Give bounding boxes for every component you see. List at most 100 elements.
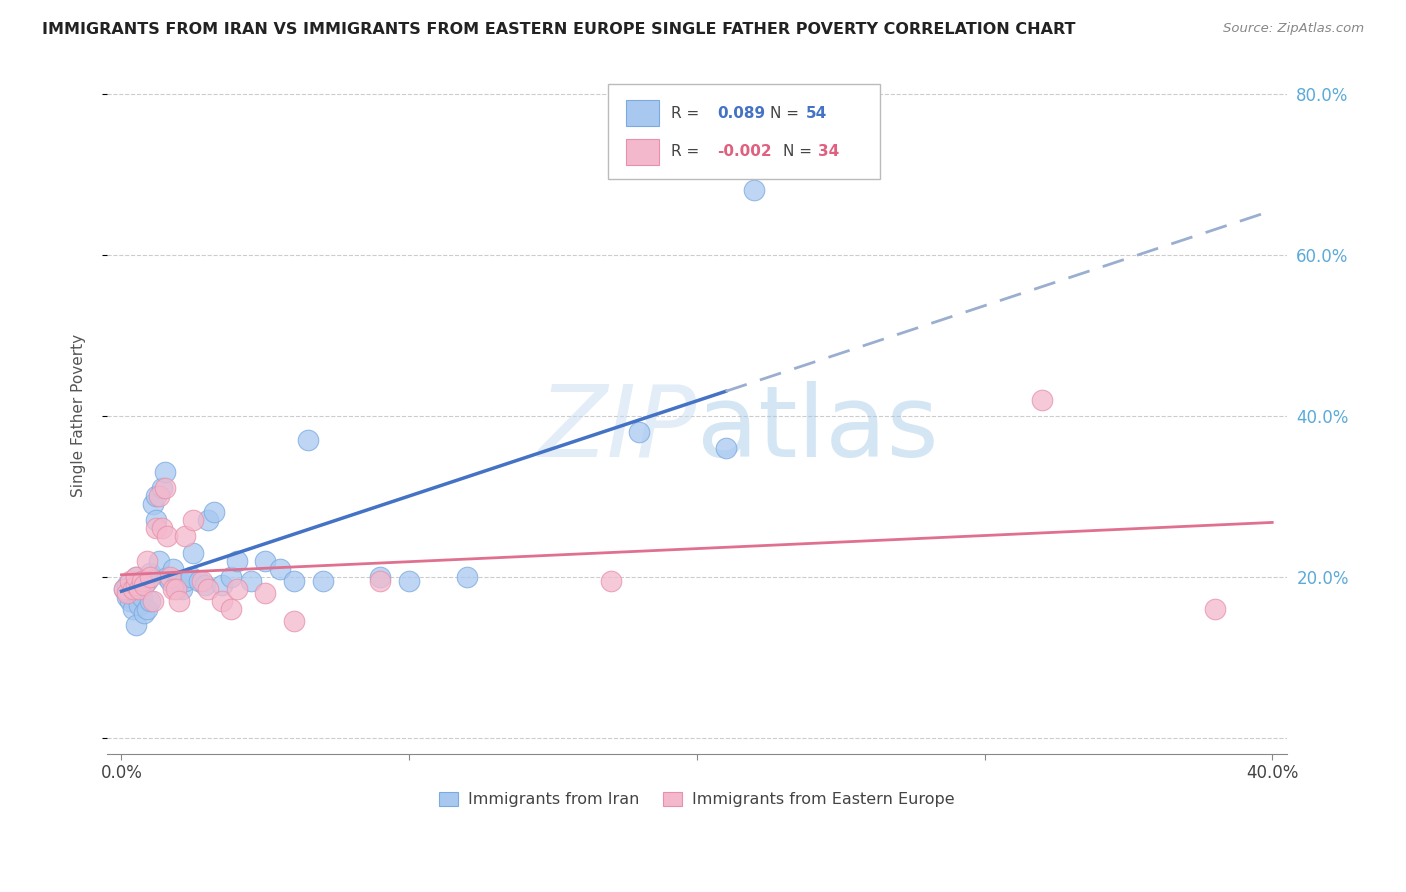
Point xyxy=(150,481,173,495)
Point xyxy=(145,513,167,527)
Point xyxy=(115,586,138,600)
Point xyxy=(142,497,165,511)
Point xyxy=(170,582,193,596)
Point xyxy=(131,574,153,588)
Point xyxy=(183,513,205,527)
Point xyxy=(297,433,319,447)
Text: N =: N = xyxy=(783,145,817,160)
Point xyxy=(139,594,162,608)
FancyBboxPatch shape xyxy=(626,139,659,165)
Point xyxy=(714,441,737,455)
Point xyxy=(219,570,242,584)
Point xyxy=(125,618,148,632)
Point xyxy=(239,574,262,588)
Point xyxy=(115,590,138,604)
Point xyxy=(370,570,392,584)
Point xyxy=(191,574,214,588)
Point xyxy=(112,582,135,596)
Point xyxy=(744,183,766,197)
Point xyxy=(150,521,173,535)
Point xyxy=(148,553,170,567)
Text: 54: 54 xyxy=(806,106,827,120)
Point xyxy=(165,578,187,592)
Point xyxy=(162,582,184,596)
Point xyxy=(136,553,159,567)
Point xyxy=(312,574,335,588)
Point xyxy=(219,602,242,616)
Point xyxy=(156,570,179,584)
Point xyxy=(120,586,142,600)
Point xyxy=(125,570,148,584)
Point xyxy=(120,574,142,588)
Point xyxy=(188,574,211,588)
Point xyxy=(225,553,247,567)
Point xyxy=(225,582,247,596)
FancyBboxPatch shape xyxy=(626,101,659,126)
Text: R =: R = xyxy=(671,106,704,120)
Point xyxy=(131,590,153,604)
Point xyxy=(145,521,167,535)
Point xyxy=(115,578,138,592)
Point xyxy=(599,574,621,588)
Point xyxy=(131,574,153,588)
Point xyxy=(134,574,156,588)
Text: atlas: atlas xyxy=(697,381,938,478)
Point xyxy=(125,570,148,584)
Point xyxy=(122,602,145,616)
Point xyxy=(134,578,156,592)
Legend: Immigrants from Iran, Immigrants from Eastern Europe: Immigrants from Iran, Immigrants from Ea… xyxy=(433,785,960,814)
Text: Source: ZipAtlas.com: Source: ZipAtlas.com xyxy=(1223,22,1364,36)
Text: IMMIGRANTS FROM IRAN VS IMMIGRANTS FROM EASTERN EUROPE SINGLE FATHER POVERTY COR: IMMIGRANTS FROM IRAN VS IMMIGRANTS FROM … xyxy=(42,22,1076,37)
Point xyxy=(142,594,165,608)
Point xyxy=(136,574,159,588)
Point xyxy=(194,578,217,592)
Point xyxy=(167,574,190,588)
Point xyxy=(283,574,305,588)
FancyBboxPatch shape xyxy=(609,84,880,179)
Point xyxy=(197,582,219,596)
Point xyxy=(162,562,184,576)
Point xyxy=(269,562,291,576)
Point xyxy=(139,566,162,580)
Text: -0.002: -0.002 xyxy=(717,145,772,160)
Point xyxy=(148,489,170,503)
Point xyxy=(1204,602,1226,616)
Point xyxy=(173,529,195,543)
Point xyxy=(139,570,162,584)
Point xyxy=(456,570,478,584)
Point xyxy=(112,582,135,596)
Point xyxy=(145,489,167,503)
Point xyxy=(398,574,420,588)
Point xyxy=(128,582,150,596)
Point xyxy=(165,582,187,596)
Text: 0.089: 0.089 xyxy=(717,106,765,120)
Point xyxy=(1031,392,1053,407)
Text: R =: R = xyxy=(671,145,704,160)
Text: 34: 34 xyxy=(818,145,839,160)
Point xyxy=(159,570,181,584)
Point xyxy=(173,574,195,588)
Point xyxy=(156,529,179,543)
Y-axis label: Single Father Poverty: Single Father Poverty xyxy=(72,334,86,497)
Point xyxy=(128,598,150,612)
Point xyxy=(211,578,233,592)
Point xyxy=(153,465,176,479)
Point xyxy=(128,578,150,592)
Text: ZIP: ZIP xyxy=(538,381,697,478)
Point xyxy=(370,574,392,588)
Point xyxy=(120,594,142,608)
Point xyxy=(254,553,277,567)
Point xyxy=(183,545,205,559)
Point xyxy=(628,425,651,439)
Point xyxy=(122,582,145,596)
Point xyxy=(125,578,148,592)
Point xyxy=(197,513,219,527)
Point xyxy=(153,481,176,495)
Point xyxy=(211,594,233,608)
Point xyxy=(202,505,225,519)
Point xyxy=(134,606,156,620)
Point xyxy=(283,614,305,628)
Point xyxy=(159,574,181,588)
Point xyxy=(179,570,201,584)
Point xyxy=(254,586,277,600)
